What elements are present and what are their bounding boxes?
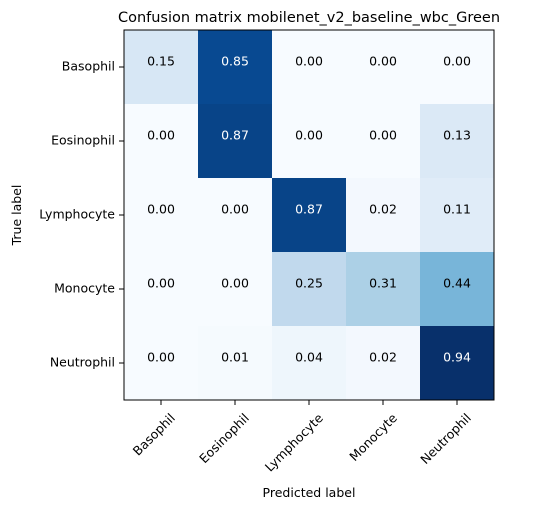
heatmap-cell [420, 30, 495, 105]
cell-value-label: 0.44 [443, 276, 471, 291]
heatmap-cell [272, 252, 347, 327]
cell-value-label: 0.87 [295, 202, 323, 217]
heatmap-cell [198, 252, 273, 327]
cell-value-label: 0.00 [147, 276, 175, 291]
heatmap-cell [420, 326, 495, 401]
heatmap-cell [420, 104, 495, 179]
cell-value-label: 0.00 [147, 202, 175, 217]
heatmap-cell [124, 326, 199, 401]
cell-value-label: 0.02 [369, 350, 397, 365]
heatmap-cell [346, 178, 421, 253]
cell-value-label: 0.00 [147, 350, 175, 365]
cell-value-label: 0.15 [147, 54, 175, 69]
heatmap-cell [272, 178, 347, 253]
y-tick-label: Lymphocyte [39, 207, 115, 222]
heatmap-cell [198, 326, 273, 401]
cell-value-label: 0.00 [221, 202, 249, 217]
heatmap-cell [346, 104, 421, 179]
x-tick-label: Eosinophil [196, 410, 252, 466]
heatmap-cell [272, 104, 347, 179]
y-axis-label: True label [9, 185, 24, 247]
heatmap-cell [272, 30, 347, 105]
heatmap-cell [346, 252, 421, 327]
heatmap-cell [272, 326, 347, 401]
cell-value-label: 0.25 [295, 276, 323, 291]
chart-title: Confusion matrix mobilenet_v2_baseline_w… [118, 10, 500, 26]
heatmap-cell [198, 178, 273, 253]
cell-value-labels: 0.15 0.85 0.00 0.00 0.00 0.00 0.87 0.00 0.00 0.13… [147, 54, 471, 365]
y-tick-label: Eosinophil [51, 133, 115, 148]
y-tick-label: Basophil [62, 59, 115, 74]
cell-value-label: 0.85 [221, 54, 249, 69]
heatmap-cell [420, 252, 495, 327]
cell-value-label: 0.00 [369, 54, 397, 69]
heatmap-cell [420, 178, 495, 253]
cell-value-label: 0.00 [295, 128, 323, 143]
heatmap-cell [346, 30, 421, 105]
heatmap-cells [124, 30, 495, 401]
cell-value-label: 0.87 [221, 128, 249, 143]
x-axis-ticks: Basophil Eosinophil Lymphocyte Monocyte Neut… [130, 400, 474, 474]
cell-value-label: 0.00 [221, 276, 249, 291]
cell-value-label: 0.13 [443, 128, 471, 143]
x-tick-label: Lymphocyte [262, 410, 326, 474]
heatmap-cell [346, 326, 421, 401]
heatmap-cell [124, 104, 199, 179]
y-tick-label: Neutrophil [50, 355, 115, 370]
x-tick-label: Neutrophil [417, 410, 474, 467]
cell-value-label: 0.31 [369, 276, 397, 291]
cell-value-label: 0.00 [443, 54, 471, 69]
x-axis-label: Predicted label [263, 485, 356, 500]
heatmap-cell [198, 30, 273, 105]
cell-value-label: 0.04 [295, 350, 323, 365]
y-tick-label: Monocyte [54, 281, 115, 296]
cell-value-label: 0.02 [369, 202, 397, 217]
cell-value-label: 0.01 [221, 350, 249, 365]
heatmap-cell [124, 30, 199, 105]
cell-value-label: 0.00 [369, 128, 397, 143]
heatmap-cell [198, 104, 273, 179]
x-tick-label: Basophil [130, 410, 178, 458]
x-tick-label: Monocyte [346, 410, 400, 464]
heatmap-cell [124, 178, 199, 253]
cell-value-label: 0.94 [443, 350, 471, 365]
heatmap-cell [124, 252, 199, 327]
cell-value-label: 0.00 [147, 128, 175, 143]
cell-value-label: 0.00 [295, 54, 323, 69]
y-axis-ticks: Basophil Eosinophil Lymphocyte Monocyte Neut… [39, 59, 124, 370]
cell-value-label: 0.11 [443, 202, 471, 217]
